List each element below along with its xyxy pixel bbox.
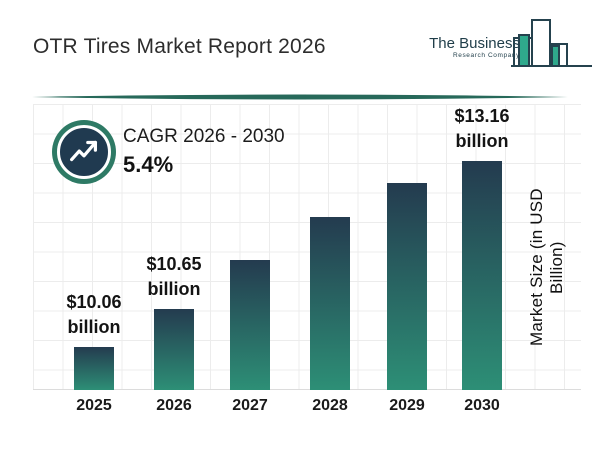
bar-2025 <box>74 347 114 390</box>
x-tick-2029: 2029 <box>389 397 425 414</box>
logo-name: The Business <box>429 35 520 52</box>
unit-line: billion <box>67 317 121 337</box>
unit-line: billion <box>455 131 509 151</box>
bar-2026 <box>154 309 194 390</box>
value-line: $13.16 <box>454 106 510 126</box>
x-tick-2025: 2025 <box>76 397 112 414</box>
bar-2028 <box>310 217 350 390</box>
logo-wordmark: The Business Research Company <box>425 35 520 60</box>
x-tick-2027: 2027 <box>232 397 268 414</box>
x-tick-2030: 2030 <box>464 397 500 414</box>
x-tick-2026: 2026 <box>156 397 192 414</box>
bar-value-label-2030: $13.16 billion <box>427 104 537 154</box>
x-axis-line <box>33 389 581 390</box>
cagr-value: 5.4% <box>123 152 174 177</box>
y-axis-label: Market Size (in USD Billion) <box>527 188 566 347</box>
x-tick-2028: 2028 <box>312 397 348 414</box>
logo-subname: Research Company <box>452 52 520 59</box>
page-title: OTR Tires Market Report 2026 <box>33 35 326 58</box>
bar-value-label-2025: $10.06 billion <box>39 290 149 340</box>
cagr-label: CAGR 2026 - 2030 <box>123 126 285 147</box>
bar-value-label-2026: $10.65 billion <box>119 252 229 302</box>
growth-badge <box>57 125 111 179</box>
growth-arrow-icon <box>70 140 98 162</box>
bar-2030 <box>462 161 502 390</box>
value-line: $10.06 <box>66 292 122 312</box>
bar-2029 <box>387 183 427 390</box>
divider-line <box>32 94 568 100</box>
logo-bars-icon <box>511 19 592 67</box>
bar-2027 <box>230 260 270 390</box>
unit-line: billion <box>147 279 201 299</box>
cagr-block: CAGR 2026 - 2030 5.4% <box>123 126 285 178</box>
value-line: $10.65 <box>146 254 202 274</box>
company-logo: The Business Research Company <box>425 12 595 74</box>
